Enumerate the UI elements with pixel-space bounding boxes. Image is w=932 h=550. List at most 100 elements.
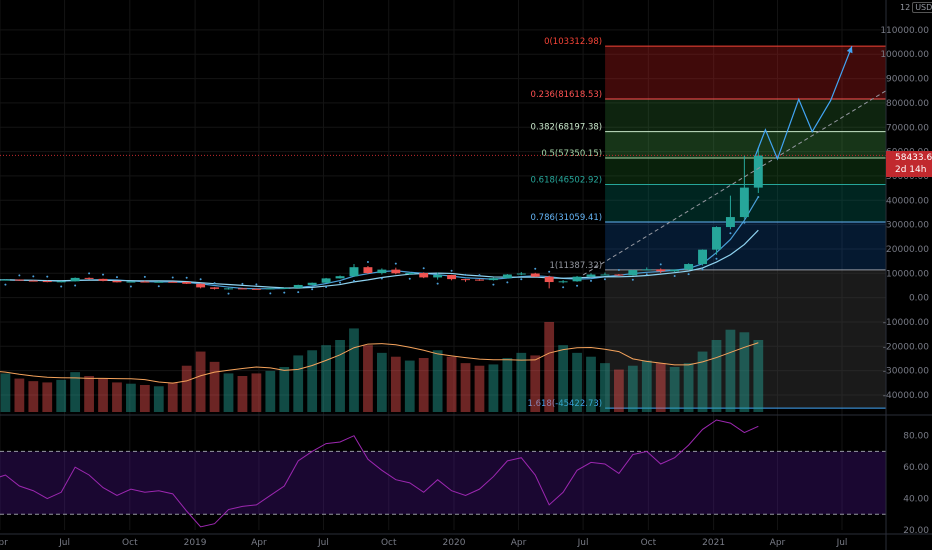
candle	[237, 287, 247, 290]
candle-body	[739, 187, 749, 218]
volume-bar	[376, 352, 387, 412]
volume-bar	[641, 360, 652, 412]
time-axis-tick: Apr	[0, 538, 8, 548]
rsi-axis-tick: 60.00	[903, 463, 929, 473]
candle	[405, 272, 415, 275]
candle	[196, 283, 206, 289]
volume-bar	[516, 352, 527, 412]
volume-bar	[544, 322, 555, 412]
sar-dot	[366, 260, 369, 263]
sar-dot	[283, 291, 286, 294]
volume-bar	[279, 367, 290, 412]
candle-body	[698, 249, 708, 265]
volume-bar	[0, 373, 11, 412]
volume-bar	[181, 365, 192, 412]
candle-body	[279, 287, 289, 289]
sar-dot	[46, 275, 49, 278]
volume-bar	[237, 376, 248, 412]
volume-bar	[488, 364, 499, 412]
price-axis-tick: 40000.00	[886, 196, 929, 206]
volume-bar	[42, 382, 53, 412]
sar-dot	[576, 284, 579, 287]
candle-body	[558, 281, 568, 283]
volume-bar	[627, 365, 638, 412]
last-price-tag: 58433.66 2d 14h	[886, 151, 932, 177]
fib-zone	[605, 269, 886, 409]
rsi-band	[0, 451, 886, 515]
candle	[0, 279, 10, 281]
sar-dots	[4, 195, 760, 295]
sar-dot	[631, 278, 634, 281]
candle-body	[224, 288, 233, 290]
fib-zone	[605, 158, 886, 185]
sar-dot	[478, 274, 481, 277]
candle	[516, 272, 526, 276]
sar-dot	[74, 284, 77, 287]
candle	[614, 274, 624, 276]
projection-arrowhead	[846, 46, 853, 54]
volume-bars	[0, 322, 764, 412]
sar-dot	[617, 269, 620, 272]
price-axis-tick: 100000.00	[880, 50, 929, 60]
candle-body	[753, 155, 763, 188]
candle-body	[502, 274, 512, 279]
candle-body	[628, 270, 638, 276]
candle-body	[544, 276, 554, 283]
currency-badge[interactable]: 12 USD	[900, 2, 932, 16]
sar-dot	[701, 268, 704, 271]
candle-body	[405, 273, 415, 275]
sar-dot	[534, 267, 537, 270]
candle	[265, 288, 275, 290]
sar-dot	[757, 195, 760, 198]
volume-bar	[711, 340, 722, 412]
candle-body	[516, 273, 526, 275]
fib-retracement: 0(103312.98) 0.236(81618.53) 0.382(68197.3…	[527, 37, 886, 409]
last-price-value: 58433.66	[895, 153, 932, 163]
volume-ma-line	[0, 342, 759, 384]
candle	[98, 278, 108, 282]
candle	[84, 277, 94, 280]
candle	[684, 263, 694, 271]
volume-bar	[126, 383, 136, 412]
volume-bar	[84, 376, 94, 412]
candle	[419, 272, 429, 279]
candle-body	[335, 276, 345, 279]
candle	[530, 272, 540, 277]
candle	[502, 274, 512, 279]
sar-dot	[548, 270, 551, 273]
volume-bar	[739, 332, 750, 412]
candle-body	[614, 274, 624, 276]
sar-dot	[297, 291, 300, 294]
candle	[698, 249, 708, 266]
candle-body	[56, 281, 66, 283]
candle-body	[237, 288, 247, 290]
time-axis-tick: Jul	[577, 538, 589, 548]
volume-bar	[209, 361, 220, 412]
candle	[321, 277, 331, 284]
sar-dot	[185, 276, 188, 279]
sar-dot	[715, 257, 718, 260]
candle-body	[307, 282, 317, 285]
candle-body	[168, 281, 178, 283]
price-axis-tick: 30000.00	[886, 221, 929, 231]
price-axis-tick: 10000.00	[886, 269, 929, 279]
candle-body	[433, 274, 443, 278]
candle-body	[154, 281, 164, 283]
volume-bar	[321, 345, 331, 412]
volume-bar	[600, 363, 610, 412]
time-axis-tick: Apr	[770, 538, 786, 548]
candle-body	[725, 217, 735, 228]
sar-dot	[88, 272, 91, 275]
fib-level-label: 0(103312.98)	[544, 37, 602, 47]
candle	[349, 264, 359, 277]
rsi-line	[0, 419, 759, 528]
candle-body	[0, 279, 10, 281]
candle	[154, 281, 164, 283]
candles	[0, 147, 763, 290]
price-axis-tick: 70000.00	[886, 123, 929, 133]
sar-dot	[325, 286, 328, 289]
candle-body	[210, 287, 220, 289]
volume-bar	[558, 345, 569, 412]
sar-dot	[562, 286, 565, 289]
